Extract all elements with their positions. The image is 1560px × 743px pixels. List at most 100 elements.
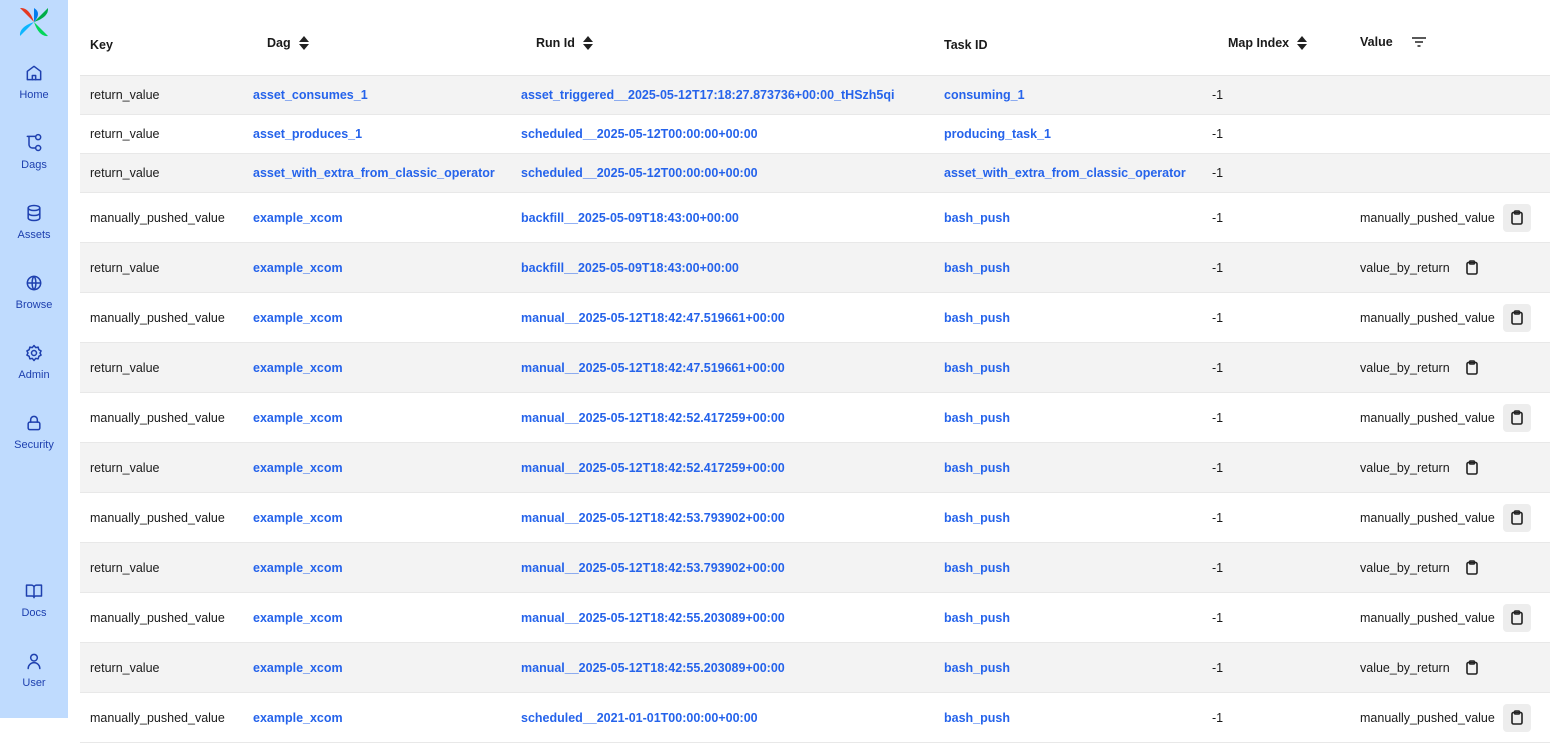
value-text: manually_pushed_value [1360, 410, 1495, 425]
dag-link[interactable]: example_xcom [253, 610, 343, 625]
key-cell: return_value [90, 560, 160, 575]
table-header: Key Dag Run Id Task ID Map Index Value [80, 0, 1550, 76]
task-id-link[interactable]: bash_push [944, 360, 1010, 375]
run-id-link[interactable]: manual__2025-05-12T18:42:52.417259+00:00 [521, 460, 785, 475]
dag-link[interactable]: example_xcom [253, 460, 343, 475]
nav-admin[interactable]: Admin [0, 343, 68, 381]
nav-docs[interactable]: Docs [0, 581, 68, 619]
copy-button[interactable] [1458, 454, 1486, 482]
header-map-index[interactable]: Map Index [1228, 36, 1308, 50]
dag-link[interactable]: example_xcom [253, 410, 343, 425]
value-cell: value_by_return [1360, 554, 1486, 582]
dag-link[interactable]: example_xcom [253, 360, 343, 375]
sort-icon [582, 36, 593, 50]
run-id-link[interactable]: manual__2025-05-12T18:42:47.519661+00:00 [521, 310, 785, 325]
filter-icon[interactable] [1411, 36, 1427, 48]
header-run-id[interactable]: Run Id [536, 36, 593, 50]
task-id-link[interactable]: consuming_1 [944, 88, 1025, 102]
task-id-link[interactable]: asset_with_extra_from_classic_operator [944, 166, 1186, 180]
task-id-link[interactable]: bash_push [944, 560, 1010, 575]
dag-icon [26, 133, 42, 152]
table-row: return_value asset_produces_1 scheduled__2… [80, 115, 1550, 154]
table-row: return_value example_xcom manual__2025-05-… [80, 543, 1550, 593]
value-cell: manually_pushed_value [1360, 303, 1531, 332]
run-id-link[interactable]: manual__2025-05-12T18:42:52.417259+00:00 [521, 410, 785, 425]
task-id-link[interactable]: bash_push [944, 410, 1010, 425]
run-id-link[interactable]: manual__2025-05-12T18:42:55.203089+00:00 [521, 610, 785, 625]
copy-button[interactable] [1458, 654, 1486, 682]
task-id-link[interactable]: bash_push [944, 210, 1010, 225]
key-cell: manually_pushed_value [90, 310, 225, 325]
map-index-cell: -1 [1212, 560, 1224, 575]
clipboard-icon [1511, 510, 1523, 525]
database-icon [27, 204, 41, 222]
nav-dags[interactable]: Dags [0, 133, 68, 171]
nav-user[interactable]: User [0, 651, 68, 689]
map-index-cell: -1 [1212, 166, 1224, 180]
copy-button[interactable] [1502, 203, 1531, 232]
copy-button[interactable] [1502, 303, 1531, 332]
map-index-cell: -1 [1212, 260, 1224, 275]
dag-link[interactable]: example_xcom [253, 510, 343, 525]
copy-button[interactable] [1458, 254, 1486, 282]
key-cell: return_value [90, 88, 160, 102]
run-id-link[interactable]: scheduled__2025-05-12T00:00:00+00:00 [521, 127, 758, 141]
copy-button[interactable] [1502, 503, 1531, 532]
task-id-link[interactable]: bash_push [944, 460, 1010, 475]
sort-icon [298, 36, 309, 50]
key-cell: return_value [90, 166, 160, 180]
run-id-link[interactable]: asset_triggered__2025-05-12T17:18:27.873… [521, 88, 895, 102]
nav-home[interactable]: Home [0, 63, 68, 101]
header-dag[interactable]: Dag [267, 36, 309, 50]
task-id-link[interactable]: producing_task_1 [944, 127, 1051, 141]
run-id-link[interactable]: backfill__2025-05-09T18:43:00+00:00 [521, 210, 739, 225]
value-text: value_by_return [1360, 360, 1450, 375]
run-id-link[interactable]: manual__2025-05-12T18:42:47.519661+00:00 [521, 360, 785, 375]
run-id-link[interactable]: manual__2025-05-12T18:42:55.203089+00:00 [521, 660, 785, 675]
header-task-id: Task ID [944, 38, 988, 52]
table-row: manually_pushed_value example_xcom backfil… [80, 193, 1550, 243]
task-id-link[interactable]: bash_push [944, 510, 1010, 525]
airflow-logo[interactable] [17, 5, 51, 39]
key-cell: manually_pushed_value [90, 410, 225, 425]
dag-link[interactable]: asset_with_extra_from_classic_operator [253, 166, 495, 180]
lock-icon [27, 415, 41, 431]
task-id-link[interactable]: bash_push [944, 660, 1010, 675]
dag-link[interactable]: example_xcom [253, 310, 343, 325]
nav-browse[interactable]: Browse [0, 273, 68, 311]
run-id-link[interactable]: manual__2025-05-12T18:42:53.793902+00:00 [521, 510, 785, 525]
key-cell: manually_pushed_value [90, 510, 225, 525]
dag-link[interactable]: asset_consumes_1 [253, 88, 368, 102]
copy-button[interactable] [1458, 354, 1486, 382]
dag-link[interactable]: example_xcom [253, 210, 343, 225]
gear-icon [26, 344, 42, 362]
dag-link[interactable]: asset_produces_1 [253, 127, 363, 141]
task-id-link[interactable]: bash_push [944, 610, 1010, 625]
copy-button[interactable] [1502, 603, 1531, 632]
table-row: manually_pushed_value example_xcom schedul… [80, 693, 1550, 743]
run-id-link[interactable]: manual__2025-05-12T18:42:53.793902+00:00 [521, 560, 785, 575]
nav-security[interactable]: Security [0, 413, 68, 451]
table-row: return_value example_xcom backfill__2025-0… [80, 243, 1550, 293]
run-id-link[interactable]: backfill__2025-05-09T18:43:00+00:00 [521, 260, 739, 275]
run-id-link[interactable]: scheduled__2025-05-12T00:00:00+00:00 [521, 166, 758, 180]
key-cell: return_value [90, 127, 160, 141]
task-id-link[interactable]: bash_push [944, 260, 1010, 275]
nav-assets[interactable]: Assets [0, 203, 68, 241]
value-cell: value_by_return [1360, 454, 1486, 482]
map-index-cell: -1 [1212, 310, 1224, 325]
home-icon [26, 65, 42, 81]
clipboard-icon [1465, 660, 1478, 675]
copy-button[interactable] [1458, 554, 1486, 582]
key-cell: return_value [90, 660, 160, 675]
map-index-cell: -1 [1212, 660, 1224, 675]
task-id-link[interactable]: bash_push [944, 310, 1010, 325]
book-icon [25, 584, 43, 599]
sidebar: Home Dags Assets Browse Admin Security D… [0, 0, 68, 718]
dag-link[interactable]: example_xcom [253, 260, 343, 275]
dag-link[interactable]: example_xcom [253, 560, 343, 575]
dag-link[interactable]: example_xcom [253, 660, 343, 675]
copy-button[interactable] [1502, 403, 1531, 432]
value-text: value_by_return [1360, 260, 1450, 275]
user-icon [27, 653, 41, 670]
